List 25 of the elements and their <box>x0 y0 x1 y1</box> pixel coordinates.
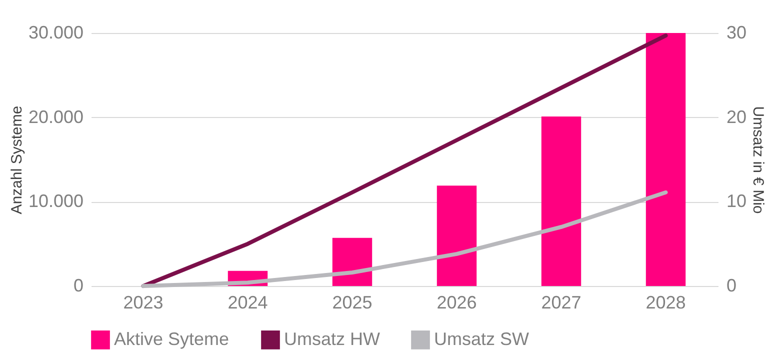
x-tick-label: 2026 <box>436 292 477 312</box>
bar <box>646 33 686 286</box>
y-tick-label: 20.000 <box>28 106 84 127</box>
legend-label: Umsatz SW <box>434 328 530 349</box>
y2-tick-label: 20 <box>726 106 747 127</box>
y2-tick-label: 0 <box>726 276 737 296</box>
y-axis-title: Anzahl Systeme <box>8 106 26 214</box>
legend-label: Aktive Syteme <box>114 328 230 349</box>
line-series <box>141 190 668 288</box>
x-tick-label: 2023 <box>123 292 164 312</box>
y2-axis-title: Umsatz in € Mio <box>750 106 767 214</box>
y-tick-label: 10.000 <box>28 191 84 212</box>
y2-tick-label: 30 <box>726 22 747 42</box>
x-tick-label: 2027 <box>541 292 582 312</box>
y-tick-label: 0 <box>73 276 84 296</box>
legend-label: Umsatz HW <box>284 328 380 349</box>
x-tick-label: 2025 <box>332 292 372 312</box>
x-tick-label: 2028 <box>646 292 686 312</box>
x-tick-label: 2024 <box>228 292 268 312</box>
bar <box>436 186 477 286</box>
bar <box>541 116 582 286</box>
bar <box>332 238 372 286</box>
line-series <box>141 34 668 288</box>
y2-tick-label: 10 <box>726 191 747 212</box>
y-tick-label: 30.000 <box>28 22 84 42</box>
